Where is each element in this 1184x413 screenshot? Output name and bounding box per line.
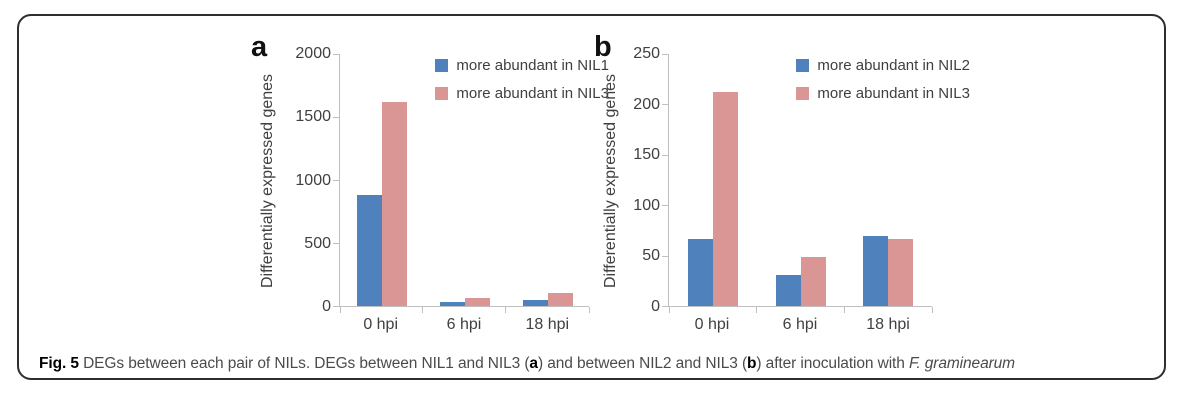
y-tick-label: 0 (651, 298, 660, 315)
x-category-label: 0 hpi (363, 316, 399, 333)
x-category-label: 0 hpi (694, 316, 730, 333)
legend-label: more abundant in NIL3 (456, 85, 609, 102)
x-tick-mark (422, 307, 424, 313)
x-axis-category-labels: 0 hpi 6 hpi 18 hpi (668, 316, 932, 334)
legend-label: more abundant in NIL3 (817, 85, 970, 102)
y-tick-label: 1000 (295, 171, 331, 189)
legend-label: more abundant in NIL1 (456, 57, 609, 74)
legend-item: more abundant in NIL1 (435, 56, 609, 75)
figure-card: a Differentially expressed genes 0 500 100… (17, 14, 1166, 380)
bar-series1 (439, 302, 465, 306)
bar-series2 (800, 257, 826, 306)
y-tick-mark (662, 205, 668, 207)
caption-segment: b (747, 355, 757, 372)
bar-series1 (687, 239, 713, 306)
category-segment (423, 54, 506, 306)
plot-area (333, 54, 590, 313)
y-axis-tick-labels: 0 50 100 150 200 250 (610, 45, 664, 315)
y-tick-label: 50 (642, 247, 660, 265)
y-tick-label: 1500 (295, 108, 331, 126)
legend-swatch (435, 87, 449, 100)
x-category-label: 18 hpi (866, 316, 910, 333)
bar-series1 (356, 194, 382, 306)
legend-item: more abundant in NIL3 (435, 84, 609, 103)
bar-series1 (863, 236, 889, 306)
x-category-label: 6 hpi (782, 316, 818, 333)
y-tick-mark (662, 306, 668, 307)
bar-series2 (888, 239, 914, 306)
caption-segment: a (529, 355, 538, 372)
figure-caption: Fig. 5 DEGs between each pair of NILs. D… (39, 353, 1151, 374)
category-segment (669, 54, 757, 306)
x-tick-mark (931, 307, 933, 313)
legend: more abundant in NIL1 more abundant in NI… (435, 56, 609, 112)
legend-swatch (435, 59, 449, 72)
y-tick-label: 100 (633, 196, 660, 214)
legend-item: more abundant in NIL3 (796, 84, 970, 103)
bar-series2 (381, 102, 407, 306)
y-tick-mark (333, 116, 339, 118)
caption-segment: DEGs between each pair of NILs. DEGs bet… (83, 355, 530, 372)
caption-segment: Fig. 5 (39, 355, 84, 372)
category-segment (844, 54, 932, 306)
bar-series2 (712, 92, 738, 306)
y-tick-mark (333, 54, 339, 55)
x-tick-mark (668, 307, 670, 313)
y-tick-mark (662, 255, 668, 257)
plot-area (662, 54, 933, 313)
y-tick-mark (333, 243, 339, 245)
y-tick-mark (333, 306, 339, 307)
panel-a-chart: a Differentially expressed genes 0 500 100… (235, 31, 609, 342)
legend-swatch (796, 87, 810, 100)
y-tick-label: 2000 (295, 45, 331, 62)
category-segment (757, 54, 845, 306)
category-segment (340, 54, 423, 306)
y-tick-mark (333, 180, 339, 181)
y-axis-tick-labels: 0 500 1000 1500 2000 (281, 45, 335, 315)
y-tick-label: 250 (633, 45, 660, 62)
y-tick-mark (662, 104, 668, 106)
y-tick-mark (662, 154, 668, 156)
legend: more abundant in NIL2 more abundant in NI… (796, 56, 970, 112)
x-axis-category-labels: 0 hpi 6 hpi 18 hpi (339, 316, 589, 334)
y-tick-label: 200 (633, 95, 660, 113)
category-segment (506, 54, 589, 306)
panel-b-chart: b Differentially expressed genes 0 50 100 1… (564, 31, 970, 342)
x-tick-mark (339, 307, 341, 313)
y-tick-label: 500 (304, 234, 331, 252)
caption-segment: ) after inoculation with (756, 355, 909, 372)
y-tick-mark (662, 54, 668, 55)
y-axis-label: Differentially expressed genes (259, 73, 276, 288)
panel-letter-a: a (251, 31, 268, 63)
legend-swatch (796, 59, 810, 72)
legend-label: more abundant in NIL2 (817, 57, 970, 74)
y-tick-label: 150 (633, 146, 660, 164)
caption-segment: ) and between NIL2 and NIL3 ( (537, 355, 748, 372)
x-tick-mark (843, 307, 845, 313)
bar-series2 (464, 298, 490, 306)
caption-segment: F. graminearum (908, 355, 1015, 372)
legend-item: more abundant in NIL2 (796, 56, 970, 75)
x-tick-mark (756, 307, 758, 313)
y-tick-label: 0 (322, 298, 331, 315)
x-tick-mark (505, 307, 507, 313)
bar-series2 (547, 293, 573, 306)
bar-series1 (522, 300, 548, 306)
bar-series1 (775, 274, 801, 306)
x-tick-mark (588, 307, 590, 313)
panel-letter-b: b (594, 31, 612, 63)
x-category-label: 6 hpi (446, 316, 482, 333)
x-category-label: 18 hpi (525, 316, 570, 333)
